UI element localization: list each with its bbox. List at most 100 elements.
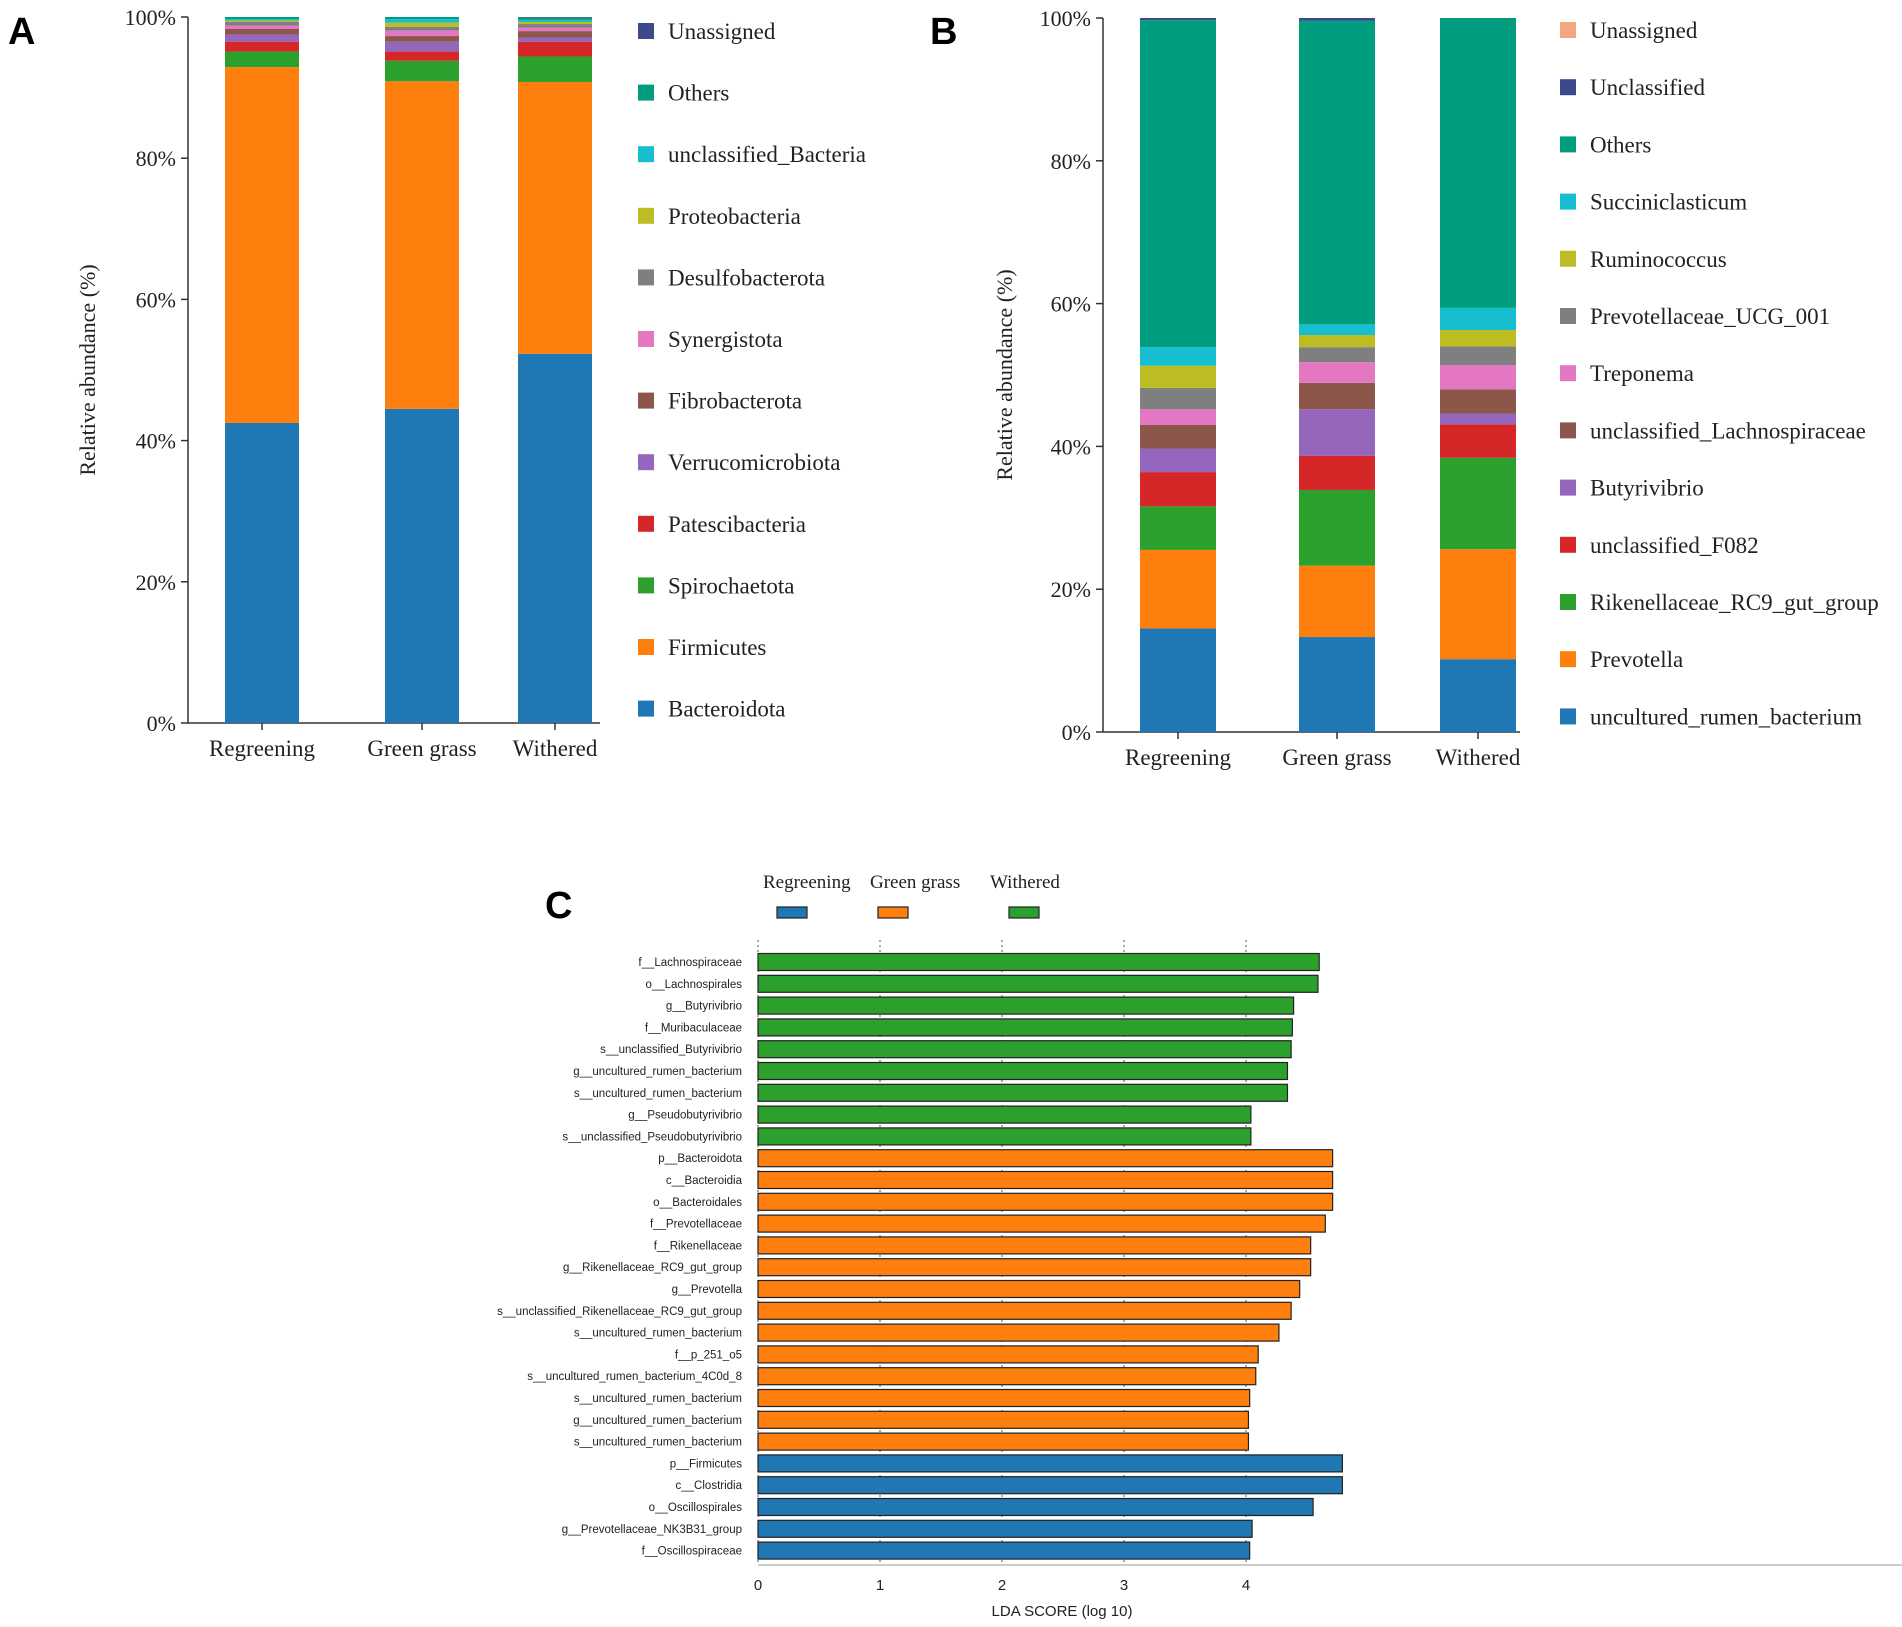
legend-label-butyrivibrio: Butyrivibrio [1590, 476, 1704, 501]
lda-bar-label: s__unclassified_Butyrivibrio [600, 1044, 742, 1056]
lda-bar-label: s__unclassified_Rikenellaceae_RC9_gut_gr… [497, 1306, 742, 1318]
legend-label-others: Others [1590, 132, 1651, 157]
lda-bar-c-clostridia [757, 1476, 1343, 1495]
bar-segment-green-grass-butyrivibrio [1299, 409, 1375, 456]
legend-swatch-regreening [776, 906, 808, 919]
lda-bar-label: p__Firmicutes [670, 1458, 742, 1470]
legend-label-verrucomicrobiota: Verrucomicrobiota [668, 450, 840, 475]
lda-bar-label: f__Muribaculaceae [645, 1022, 742, 1034]
legend-swatch-unassigned [1560, 22, 1576, 38]
bar-segment-withered-uncultured-rumen-bacterium [1440, 659, 1516, 732]
bar-segment-regreening-synergistota [225, 25, 299, 30]
bar-segment-withered-succiniclasticum [1440, 307, 1516, 331]
bar-segment-green-grass-verrucomicrobiota [385, 41, 459, 52]
legend-swatch-bacteroidota [638, 700, 654, 717]
lda-bar-label: o__Bacteroidales [653, 1197, 742, 1209]
legend-label-bacteroidota: Bacteroidota [668, 697, 786, 722]
lda-bar-label: g__Prevotella [672, 1284, 743, 1296]
legend-label-ruminococcus: Ruminococcus [1590, 247, 1727, 272]
bar-segment-green-grass-succiniclasticum [1299, 324, 1375, 336]
x-tick-label: 1 [876, 1577, 884, 1594]
bar-segment-withered-proteobacteria [518, 21, 592, 25]
lda-bar-label: f__Lachnospiraceae [638, 957, 742, 969]
bar-segment-regreening-butyrivibrio [1140, 448, 1216, 473]
lda-bar-o-bacteroidales [757, 1192, 1334, 1211]
legend-swatch-verrucomicrobiota [638, 454, 654, 471]
legend-label-synergistota: Synergistota [668, 327, 783, 352]
bar-segment-regreening-prevotellaceae-ucg-001 [1140, 387, 1216, 410]
lda-bar-f-oscillospiraceae [757, 1541, 1251, 1560]
legend-label-green-grass: Green grass [870, 872, 960, 893]
lda-bar-label: f__Rikenellaceae [654, 1240, 742, 1252]
legend-swatch-unclassified-lachnospiraceae [1560, 422, 1576, 439]
lda-bar-s-uncultured-rumen-bacterium [757, 1432, 1250, 1451]
lda-bar-s-unclassified-rikenellaceae-rc9-gut-group [757, 1301, 1292, 1320]
lda-bar-g-uncultured-rumen-bacterium [757, 1061, 1289, 1081]
bar-segment-green-grass-fibrobacterota [385, 36, 459, 42]
lda-bar-s-uncultured-rumen-bacterium [757, 1388, 1251, 1408]
legend-label-firmicutes: Firmicutes [668, 635, 766, 660]
legend-label-unassigned: Unassigned [668, 19, 776, 44]
y-tick-label: 20% [1051, 577, 1091, 602]
panel-a-stacked-bar-chart: 0% 20% 40% 60% 80% 100% Relative abundance (%)… [75, 5, 866, 761]
legend-swatch-unclassified-f082 [1560, 536, 1576, 553]
lda-bar-label: c__Clostridia [676, 1480, 743, 1492]
bar-segment-green-grass-firmicutes [385, 81, 459, 409]
bar-segment-green-grass-bacteroidota [385, 408, 459, 723]
lda-bar-s-unclassified-butyrivibrio [757, 1040, 1292, 1059]
x-tick-label-regreening: Regreening [1125, 745, 1232, 770]
legend-swatch-withered [1008, 906, 1040, 919]
x-tick-label-withered: Withered [513, 736, 598, 761]
bar-segment-regreening-succiniclasticum [1140, 347, 1216, 366]
lda-bar-label: g__Rikenellaceae_RC9_gut_group [563, 1262, 742, 1274]
bar-segment-green-grass-unclassified-bacteria [385, 19, 459, 23]
bar-segment-green-grass-synergistota [385, 30, 459, 37]
legend-label-withered: Withered [990, 872, 1060, 893]
bar-segment-withered-synergistota [518, 27, 592, 32]
legend-swatch-firmicutes [638, 639, 654, 655]
x-tick-label: 3 [1120, 1577, 1128, 1594]
bar-segment-regreening-fibrobacterota [225, 29, 299, 35]
bar-segment-regreening-bacteroidota [225, 422, 299, 723]
legend-swatch-treponema [1560, 365, 1576, 382]
y-tick-label: 60% [1051, 292, 1091, 317]
bar-segment-regreening-patescibacteria [225, 41, 299, 52]
legend-swatch-green-grass [877, 906, 909, 919]
panel-c-label: C [545, 885, 572, 927]
legend-label-unassigned: Unassigned [1590, 18, 1698, 43]
legend-swatch-unclassified [1560, 79, 1576, 96]
lda-bar-g-prevotellaceae-nk3b31-group [757, 1519, 1253, 1538]
lda-bar-o-lachnospirales [757, 974, 1319, 993]
bar-segment-withered-unclassified-bacteria [518, 19, 592, 22]
legend-label-desulfobacterota: Desulfobacterota [668, 265, 825, 290]
legend-label-uncultured-rumen-bacterium: uncultured_rumen_bacterium [1590, 704, 1862, 729]
bar-segment-regreening-unclassified-f082 [1140, 472, 1216, 507]
lda-bar-label: s__uncultured_rumen_bacterium [574, 1328, 742, 1340]
x-tick-label: 2 [998, 1577, 1006, 1594]
panel-b-label: B [930, 11, 957, 53]
y-tick-label: 60% [136, 287, 176, 312]
lda-bar-label: f__Oscillospiraceae [642, 1546, 742, 1558]
bar-segment-green-grass-patescibacteria [385, 51, 459, 61]
legend-label-unclassified: Unclassified [1590, 75, 1705, 100]
bar-segment-green-grass-others [385, 17, 459, 20]
bar-segment-withered-verrucomicrobiota [518, 37, 592, 42]
lda-bar-label: s__uncultured_rumen_bacterium_4C0d_8 [527, 1371, 742, 1383]
x-tick-label: 0 [754, 1577, 762, 1594]
y-tick-label: 100% [1040, 6, 1091, 31]
y-axis-title: Relative abundance (%) [992, 269, 1017, 480]
legend-label-unclassified-bacteria: unclassified_Bacteria [668, 142, 866, 167]
bar-segment-withered-unassigned [518, 17, 592, 18]
lda-bar-f-rikenellaceae [757, 1236, 1312, 1255]
bar-segment-withered-treponema [1440, 365, 1516, 390]
lda-bar-o-oscillospirales [757, 1497, 1314, 1517]
bar-segment-withered-spirochaetota [518, 56, 592, 82]
legend-label-prevotellaceae-ucg-001: Prevotellaceae_UCG_001 [1590, 304, 1830, 329]
lda-bar-s-uncultured-rumen-bacterium-4c0d-8 [757, 1367, 1257, 1386]
bar-segment-withered-ruminococcus [1440, 330, 1516, 347]
lda-bar-p-firmicutes [757, 1454, 1343, 1473]
legend-swatch-proteobacteria [638, 207, 654, 224]
bar-segment-green-grass-prevotella [1299, 565, 1375, 638]
bar-segment-regreening-others [1140, 20, 1216, 348]
x-tick-label-green-grass: Green grass [367, 736, 476, 761]
